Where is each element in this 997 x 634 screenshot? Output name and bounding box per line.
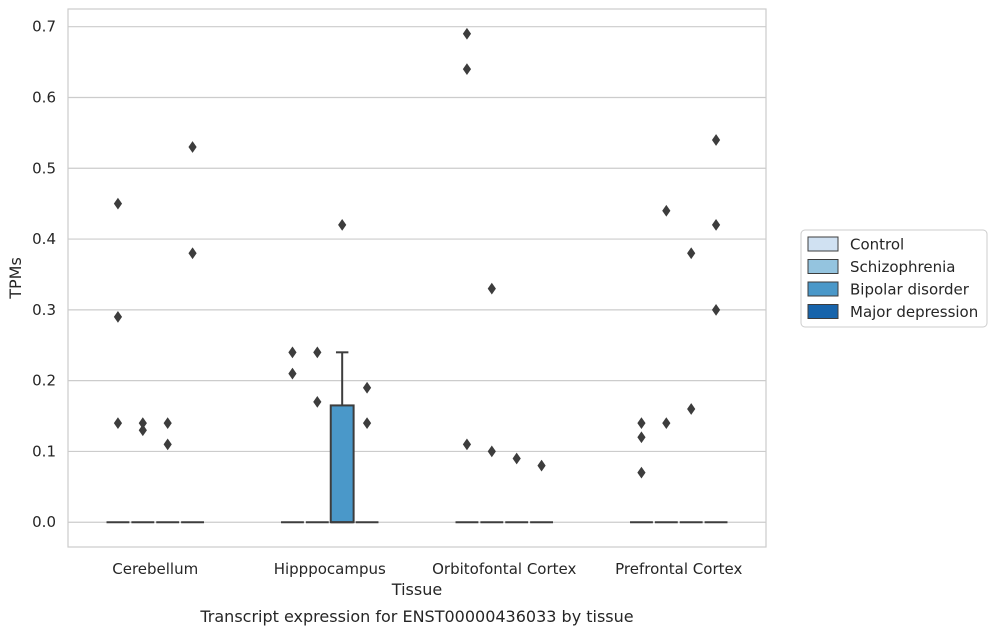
outlier-point — [637, 417, 646, 429]
grid-lines — [68, 26, 766, 523]
outlier-point — [163, 438, 172, 451]
outlier-point — [188, 247, 197, 260]
y-axis-title: TPMs — [6, 257, 25, 300]
legend-label: Schizophrenia — [850, 258, 955, 276]
y-tick-label: 0.3 — [32, 301, 56, 319]
y-tick-label: 0.4 — [32, 230, 56, 248]
box — [329, 404, 355, 524]
outlier-point — [687, 247, 696, 260]
outlier-point — [487, 282, 496, 295]
outlier-point — [313, 396, 322, 408]
y-tick-labels: 0.0 0.1 0.2 0.3 0.4 0.5 0.6 0.7 — [32, 18, 56, 532]
outlier-point — [662, 417, 671, 429]
outlier-point — [288, 346, 297, 359]
plot-area — [68, 9, 766, 547]
outlier-point — [711, 303, 721, 316]
box-group — [329, 351, 355, 524]
legend-swatch — [807, 281, 839, 297]
outlier-point — [637, 431, 646, 444]
outlier-point — [462, 27, 472, 40]
y-tick-label: 0.6 — [32, 88, 56, 106]
x-axis-title: Tissue — [391, 580, 442, 599]
legend-swatch — [807, 304, 839, 319]
x-tick-label: Cerebellum — [112, 560, 198, 578]
outlier-point — [188, 141, 197, 153]
x-tick-labels: Cerebellum Hipppocampus Orbitofontal Corte… — [112, 560, 742, 578]
outlier-point — [138, 424, 147, 437]
outliers — [113, 27, 721, 479]
legend-label: Control — [850, 236, 904, 254]
legend-label: Major depression — [850, 303, 978, 321]
outlier-point — [288, 367, 297, 380]
outlier-point — [163, 417, 172, 429]
outlier-point — [512, 452, 521, 465]
outlier-point — [711, 134, 721, 146]
legend-swatch — [807, 236, 839, 252]
legend-label: Bipolar disorder — [850, 281, 970, 299]
outlier-point — [537, 459, 546, 472]
outlier-point — [687, 403, 696, 415]
y-tick-label: 0.0 — [32, 513, 56, 531]
outlier-point — [313, 346, 322, 359]
outlier-point — [113, 197, 123, 210]
legend: Control Schizophrenia Bipolar disorder Majo… — [800, 229, 988, 328]
chart-caption: Transcript expression for ENST0000043603… — [199, 607, 633, 626]
outlier-point — [362, 417, 372, 429]
outlier-point — [338, 219, 347, 231]
y-tick-label: 0.1 — [32, 442, 56, 460]
y-tick-label: 0.5 — [32, 159, 56, 177]
y-tick-label: 0.2 — [32, 372, 56, 390]
x-tick-label: Orbitofontal Cortex — [432, 560, 576, 578]
outlier-point — [113, 311, 123, 323]
legend-swatch — [807, 259, 839, 274]
outlier-point — [711, 219, 721, 231]
legend-frame — [800, 229, 988, 328]
boxes — [106, 351, 728, 524]
outlier-point — [362, 381, 372, 394]
outlier-point — [662, 204, 671, 217]
x-tick-label: Hipppocampus — [274, 560, 386, 578]
outlier-point — [487, 445, 496, 458]
plot-frame — [67, 8, 767, 548]
outlier-point — [462, 438, 472, 451]
y-tick-label: 0.7 — [32, 18, 56, 36]
outlier-point — [462, 63, 472, 76]
outlier-point — [113, 417, 123, 429]
outlier-point — [637, 466, 646, 479]
x-tick-label: Prefrontal Cortex — [615, 560, 742, 578]
